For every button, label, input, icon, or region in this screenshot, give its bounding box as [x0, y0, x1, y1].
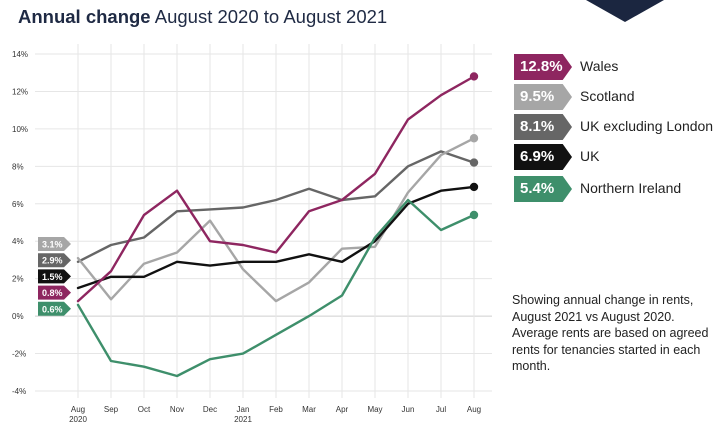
x-tick-label: Aug: [71, 405, 85, 414]
y-tick-label: 12%: [12, 87, 28, 96]
start-badge-label: 0.8%: [42, 288, 63, 298]
x-tick-label-year: 2020: [69, 415, 87, 424]
series-line-uk: [76, 185, 476, 290]
y-tick-label: 8%: [12, 162, 24, 171]
legend-label: UK excluding London: [580, 118, 714, 134]
y-tick-label: 0%: [12, 312, 24, 321]
x-tick-label-year: 2021: [234, 415, 252, 424]
legend-value-badge: 6.9%: [514, 144, 572, 170]
x-tick-label: Dec: [203, 405, 217, 414]
y-tick-label: -4%: [12, 387, 26, 396]
legend-value-badge: 12.8%: [514, 54, 572, 80]
series-line-wales: [76, 75, 476, 303]
y-tick-label: 4%: [12, 237, 24, 246]
legend-value-badge: 9.5%: [514, 84, 572, 110]
x-tick-label: May: [367, 405, 382, 414]
start-badge-shape: [38, 269, 71, 284]
y-tick-label: -2%: [12, 350, 26, 359]
legend-item-uk: 6.9% UK: [514, 144, 714, 170]
x-tick-label: Apr: [336, 405, 349, 414]
legend-value-badge: 8.1%: [514, 114, 572, 140]
legend-label: Scotland: [580, 88, 635, 104]
start-badge-label: 3.1%: [42, 240, 63, 250]
x-tick-label: Oct: [138, 405, 151, 414]
series-end-point-wales: [469, 72, 479, 81]
start-badge-label: 1.5%: [42, 272, 63, 282]
y-tick-label: 6%: [12, 200, 24, 209]
start-badge-shape: [38, 285, 71, 300]
series-line-northern-ireland: [76, 198, 476, 378]
legend-item-wales: 12.8% Wales: [514, 54, 714, 80]
start-badge-wales: 0.8%: [38, 285, 71, 300]
start-badge-uk: 1.5%: [38, 269, 71, 284]
x-tick-label: Mar: [302, 405, 316, 414]
chart-title: Annual change August 2020 to August 2021: [18, 6, 387, 28]
series-line-uk-excluding-london: [76, 150, 476, 263]
series-end-point-scotland: [469, 134, 479, 143]
start-badge-shape: [38, 301, 71, 316]
decorative-corner-shape: [586, 0, 664, 22]
y-tick-label: 2%: [12, 275, 24, 284]
start-badge-uk-excluding-london: 2.9%: [38, 253, 71, 268]
series-end-point-northern-ireland: [469, 210, 479, 220]
legend-label: Wales: [580, 58, 619, 74]
legend-item-northern-ireland: 5.4% Northern Ireland: [514, 176, 714, 202]
legend-label: Northern Ireland: [580, 180, 682, 196]
x-tick-label: Sep: [104, 405, 119, 414]
start-badge-label: 0.6%: [42, 304, 63, 314]
y-tick-label: 14%: [12, 50, 28, 59]
chart-title-bold: Annual change: [18, 6, 151, 27]
start-badge-northern-ireland: 0.6%: [38, 301, 71, 316]
x-tick-label: Jul: [436, 405, 446, 414]
series-line-scotland: [76, 137, 476, 303]
x-tick-label: Aug: [467, 405, 481, 414]
x-tick-label: Jan: [237, 405, 250, 414]
start-badge-shape: [38, 237, 71, 251]
x-tick-label: Jun: [402, 405, 415, 414]
series-end-point-uk: [469, 182, 479, 192]
x-tick-label: Nov: [170, 405, 184, 414]
legend-label: UK: [580, 148, 600, 164]
legend-item-uk-excluding-london: 8.1% UK excluding London: [514, 114, 714, 140]
series-end-point-uk-excluding-london: [469, 158, 479, 167]
y-tick-label: 10%: [12, 125, 28, 134]
start-badge-scotland: 3.1%: [38, 237, 71, 251]
chart-note: Showing annual change in rents, August 2…: [512, 293, 709, 373]
chart-title-rest: August 2020 to August 2021: [154, 6, 388, 27]
start-badge-label: 2.9%: [42, 256, 63, 266]
legend-value-badge: 5.4%: [514, 176, 572, 202]
legend-item-scotland: 9.5% Scotland: [514, 84, 714, 110]
x-tick-label: Feb: [269, 405, 283, 414]
start-badge-shape: [38, 253, 71, 268]
